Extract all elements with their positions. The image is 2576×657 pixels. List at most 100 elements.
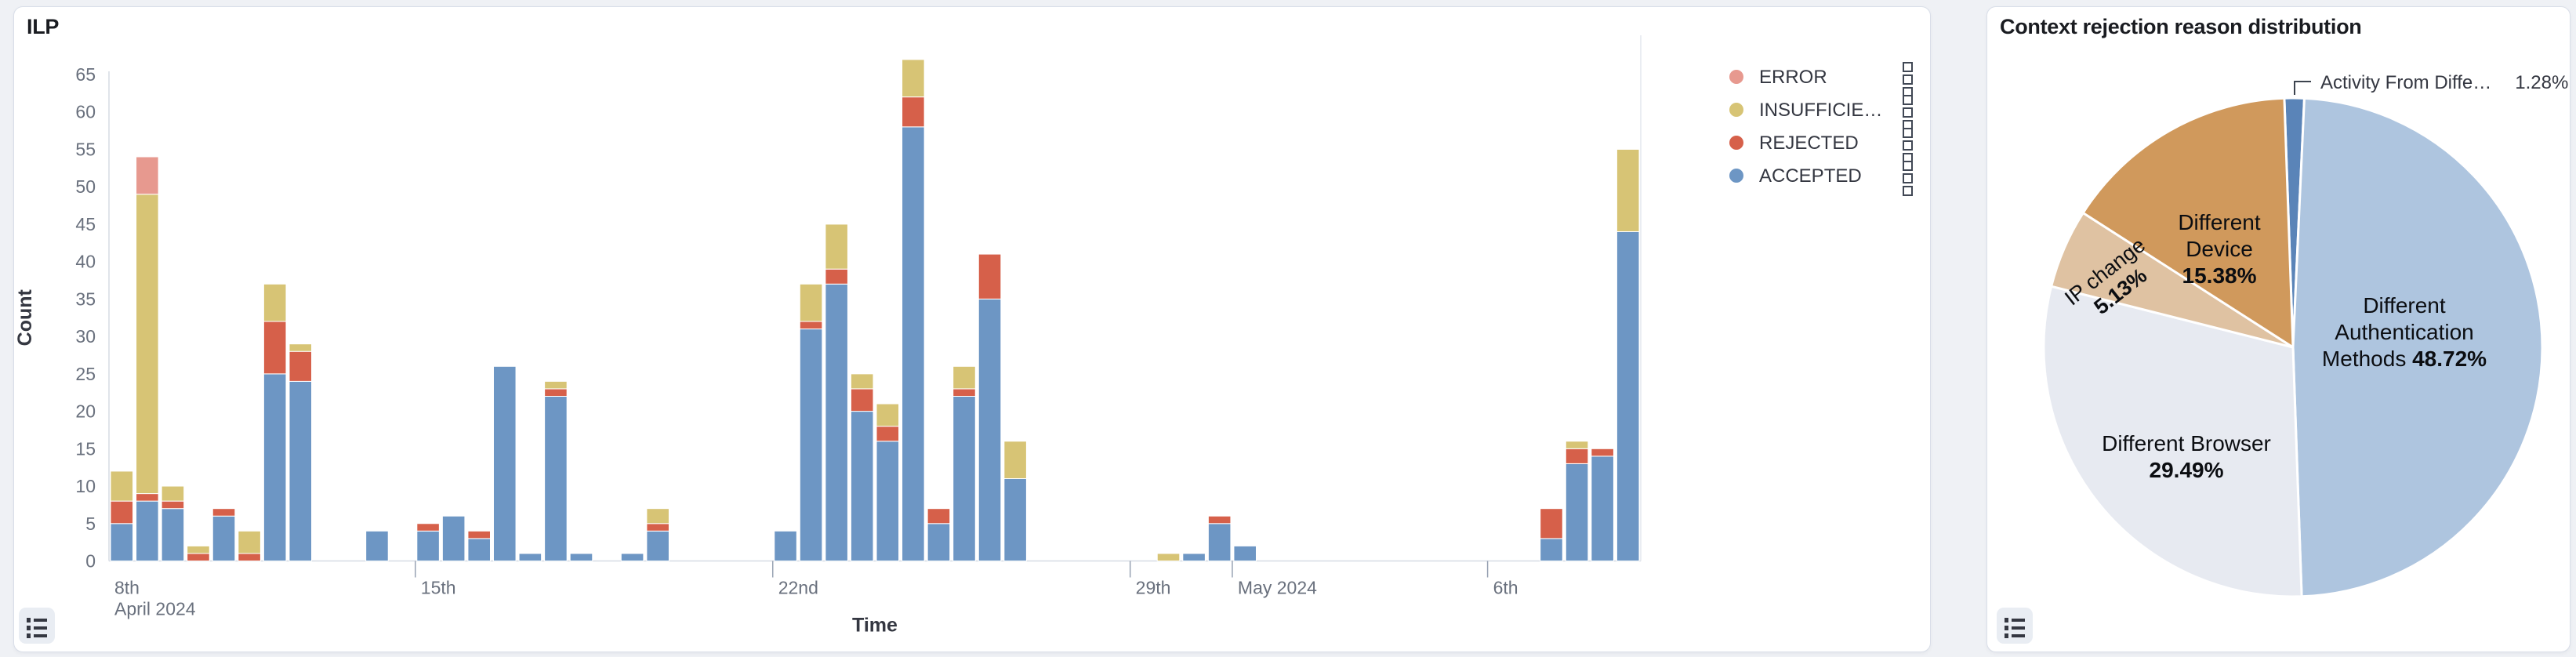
bar-segment-rejected[interactable] [263,321,287,375]
bar-segment-rejected[interactable] [187,553,210,562]
x-axis-tick-label: 22nd [778,578,818,598]
bar-segment-insufficient[interactable] [952,365,976,390]
bar-segment-accepted[interactable] [1003,477,1027,561]
bar-segment-insufficient[interactable] [288,343,313,352]
bar-segment-insufficient[interactable] [825,223,848,270]
bar-segment-accepted[interactable] [620,553,644,562]
bar-segment-insufficient[interactable] [1156,553,1181,562]
bar-segment-insufficient[interactable] [876,403,900,427]
bar-segment-rejected[interactable] [1591,448,1614,457]
bar-segment-insufficient[interactable] [110,470,134,502]
pie-slice-different-authentication-methods[interactable] [2291,96,2544,598]
legend-action-boxes-vertical-icon[interactable] [1903,95,1914,132]
bar-segment-insufficient[interactable] [1003,441,1027,479]
legend: ERROR INSUFFICIE… REJECTED ACCEPTED [14,7,1930,652]
bar-segment-rejected[interactable] [1565,448,1589,464]
x-axis-tick-label: May 2024 [1238,578,1317,598]
bar-segment-accepted[interactable] [212,515,236,562]
bar-segment-accepted[interactable] [774,530,797,561]
bar-segment-accepted[interactable] [1616,230,1640,561]
bar-segment-insufficient[interactable] [238,530,261,554]
bar-segment-rejected[interactable] [646,523,669,532]
bar-segment-rejected[interactable] [850,388,874,412]
legend-item-label: REJECTED [1759,132,1859,154]
bar-segment-accepted[interactable] [927,523,951,561]
bar-segment-insufficient[interactable] [646,508,669,525]
bar-segment-rejected[interactable] [1207,515,1232,525]
legend-item-rejected[interactable]: REJECTED [1729,128,1924,163]
bar-segment-accepted[interactable] [1591,456,1614,561]
bar-segment-accepted[interactable] [825,283,848,561]
bar-segment-insufficient[interactable] [136,194,159,495]
legend-item-error[interactable]: ERROR [1729,62,1924,97]
bar-segment-rejected[interactable] [212,508,236,517]
bar-segment-accepted[interactable] [263,373,287,561]
bar-segment-rejected[interactable] [876,426,900,442]
bar-segment-insufficient[interactable] [1616,148,1640,232]
bar-segment-accepted[interactable] [110,523,134,561]
bar-segment-insufficient[interactable] [263,283,287,322]
bar-segment-rejected[interactable] [1540,508,1563,539]
bar-segment-insufficient[interactable] [902,59,925,98]
bar-segment-accepted[interactable] [161,508,185,562]
bar-segment-accepted[interactable] [850,411,874,561]
bar-segment-insufficient[interactable] [1565,441,1589,449]
bar-segment-rejected[interactable] [825,268,848,285]
bar-segment-rejected[interactable] [467,530,492,539]
bar-segment-rejected[interactable] [238,553,261,562]
bar-segment-accepted[interactable] [1565,463,1589,562]
legend-action-boxes-vertical-icon[interactable] [1903,62,1914,100]
legend-item-accepted[interactable]: ACCEPTED [1729,161,1924,196]
bar-segment-accepted[interactable] [518,553,542,562]
bar-segment-accepted[interactable] [288,380,313,561]
bar-segment-insufficient[interactable] [799,283,823,322]
bar-segment-accepted[interactable] [952,395,976,561]
bar-segment-accepted[interactable] [136,500,159,562]
list-icon [2005,618,2025,638]
legend-action-boxes-vertical-icon[interactable] [1903,161,1914,198]
bar-segment-accepted[interactable] [365,530,389,561]
list-icon [27,618,47,638]
bar-segment-rejected[interactable] [927,508,951,525]
legend-item-insufficient[interactable]: INSUFFICIE… [1729,95,1924,130]
bar-segment-rejected[interactable] [136,493,159,502]
bar-segment-rejected[interactable] [952,388,976,397]
bar-segment-rejected[interactable] [902,96,925,128]
y-axis-tick-label: 15 [75,438,96,459]
legend-toggle-button[interactable] [1997,608,2033,644]
bar-segment-insufficient[interactable] [544,380,568,390]
bar-segment-accepted[interactable] [416,530,440,561]
bar-segment-rejected[interactable] [978,253,1002,299]
pie-slice-different-browser[interactable] [2042,285,2303,598]
pie-slice-different-device[interactable] [2081,96,2295,349]
bar-segment-accepted[interactable] [1207,523,1232,561]
bar-segment-rejected[interactable] [110,500,134,525]
bar-segment-rejected[interactable] [544,388,568,397]
bar-segment-accepted[interactable] [1182,553,1206,562]
bar-segment-rejected[interactable] [288,350,313,382]
bar-segment-accepted[interactable] [902,126,925,562]
bar-segment-accepted[interactable] [1233,545,1257,562]
bar-segment-insufficient[interactable] [187,545,210,554]
bar-segment-accepted[interactable] [1540,538,1563,561]
bar-segment-rejected[interactable] [416,523,440,532]
bar-segment-accepted[interactable] [441,515,466,562]
bar-segment-accepted[interactable] [544,395,568,561]
bar-segment-rejected[interactable] [161,500,185,510]
legend-action-boxes-vertical-icon[interactable] [1903,128,1914,165]
bar-segment-accepted[interactable] [799,328,823,561]
bar-segment-rejected[interactable] [799,321,823,330]
bar-segment-accepted[interactable] [978,298,1002,561]
rejection-reason-pie-chart [2042,81,2544,598]
bar-segment-accepted[interactable] [876,441,900,561]
bar-segment-accepted[interactable] [569,553,593,562]
y-axis-tick-label: 30 [75,326,96,347]
bar-segment-insufficient[interactable] [161,485,185,502]
bar-segment-error[interactable] [136,156,159,195]
y-axis-tick-label: 60 [75,102,96,122]
bar-segment-accepted[interactable] [646,530,669,561]
bar-segment-insufficient[interactable] [850,373,874,390]
bar-segment-accepted[interactable] [467,538,492,561]
legend-toggle-button[interactable] [19,608,55,644]
bar-segment-accepted[interactable] [493,365,517,561]
